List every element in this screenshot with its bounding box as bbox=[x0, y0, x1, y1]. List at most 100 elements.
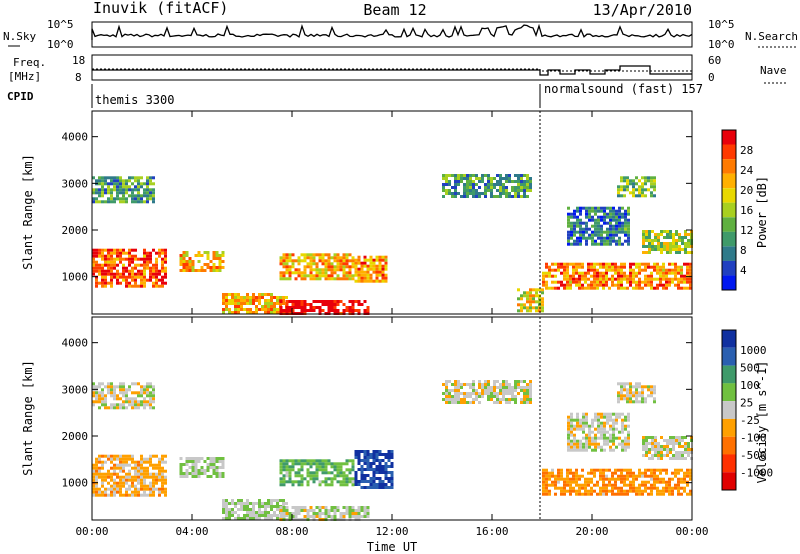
heatmap-cell bbox=[615, 227, 618, 231]
heatmap-cell bbox=[672, 448, 675, 451]
heatmap-cell bbox=[585, 227, 588, 231]
heatmap-cell bbox=[188, 269, 192, 272]
heatmap-cell bbox=[651, 448, 654, 451]
heatmap-cell bbox=[629, 471, 632, 475]
heatmap-cell bbox=[101, 179, 104, 183]
heatmap-cell bbox=[140, 263, 143, 267]
heatmap-cell bbox=[654, 442, 657, 445]
heatmap-cell bbox=[234, 517, 237, 520]
heatmap-cell bbox=[517, 383, 520, 386]
heatmap-cell bbox=[104, 460, 107, 464]
heatmap-cell bbox=[131, 475, 134, 479]
heatmap-cell bbox=[520, 195, 523, 198]
heatmap-cell bbox=[285, 309, 289, 312]
heatmap-cell bbox=[225, 502, 228, 505]
heatmap-cell bbox=[609, 242, 612, 246]
heatmap-cell bbox=[448, 180, 451, 183]
heatmap-cell bbox=[143, 385, 146, 389]
heatmap-cell bbox=[279, 277, 283, 281]
heatmap-cell bbox=[570, 224, 573, 228]
heatmap-cell bbox=[95, 457, 98, 461]
freq-left-tick-bottom: 8 bbox=[75, 71, 82, 84]
heatmap-cell bbox=[372, 486, 376, 489]
heatmap-cell bbox=[445, 386, 448, 389]
heatmap-cell bbox=[644, 194, 647, 198]
heatmap-cell bbox=[110, 257, 113, 261]
heatmap-cell bbox=[469, 383, 472, 386]
heatmap-cell bbox=[297, 300, 301, 303]
heatmap-cell bbox=[264, 305, 267, 308]
heatmap-cell bbox=[654, 233, 657, 236]
heatmap-cell bbox=[567, 242, 570, 246]
heatmap-cell bbox=[354, 515, 358, 518]
heatmap-cell bbox=[669, 448, 672, 451]
heatmap-cell bbox=[675, 451, 678, 454]
heatmap-cell bbox=[300, 459, 304, 463]
heatmap-cell bbox=[363, 486, 367, 489]
heatmap-cell bbox=[623, 397, 626, 401]
heatmap-cell bbox=[200, 457, 204, 460]
heatmap-cell bbox=[318, 268, 322, 272]
heatmap-cell bbox=[478, 401, 481, 404]
heatmap-cell bbox=[621, 439, 624, 443]
heatmap-cell bbox=[638, 271, 641, 275]
heatmap-cell bbox=[122, 457, 125, 461]
heatmap-cell bbox=[445, 380, 448, 383]
heatmap-cell bbox=[342, 268, 346, 272]
heatmap-cell bbox=[665, 489, 668, 493]
heatmap-cell bbox=[134, 194, 137, 198]
heatmap-cell bbox=[116, 254, 119, 258]
heatmap-cell bbox=[567, 236, 570, 240]
heatmap-cell bbox=[608, 277, 611, 281]
heatmap-cell bbox=[237, 299, 240, 302]
heatmap-cell bbox=[95, 281, 98, 285]
heatmap-cell bbox=[113, 454, 116, 458]
heatmap-cell bbox=[215, 460, 219, 463]
heatmap-cell bbox=[122, 179, 125, 183]
heatmap-cell bbox=[621, 412, 624, 416]
heatmap-cell bbox=[529, 386, 532, 389]
heatmap-cell bbox=[605, 277, 608, 281]
heatmap-cell bbox=[563, 492, 566, 496]
heatmap-cell bbox=[620, 477, 623, 481]
heatmap-cell bbox=[315, 468, 319, 472]
heatmap-cell bbox=[231, 311, 234, 314]
heatmap-cell bbox=[206, 475, 210, 478]
heatmap-cell bbox=[321, 480, 325, 484]
heatmap-cell bbox=[237, 302, 240, 305]
heatmap-cell bbox=[603, 439, 606, 443]
heatmap-cell bbox=[460, 392, 463, 395]
heatmap-cell bbox=[384, 273, 388, 277]
heatmap-cell bbox=[113, 385, 116, 389]
heatmap-cell bbox=[448, 401, 451, 404]
heatmap-cell bbox=[206, 263, 210, 266]
heatmap-cell bbox=[572, 489, 575, 493]
heatmap-cell bbox=[354, 450, 358, 453]
heatmap-cell bbox=[647, 179, 650, 183]
heatmap-cell bbox=[252, 311, 255, 314]
heatmap-cell bbox=[185, 266, 189, 269]
heatmap-cell bbox=[585, 439, 588, 443]
heatmap-cell bbox=[487, 392, 490, 395]
heatmap-cell bbox=[300, 274, 304, 278]
heatmap-cell bbox=[623, 483, 626, 487]
heatmap-cell bbox=[567, 206, 570, 210]
heatmap-cell bbox=[137, 487, 140, 491]
heatmap-cell bbox=[642, 230, 645, 233]
heatmap-cell bbox=[357, 468, 361, 471]
heatmap-cell bbox=[635, 474, 638, 478]
heatmap-cell bbox=[683, 280, 686, 284]
heatmap-cell bbox=[575, 277, 578, 281]
heatmap-cell bbox=[683, 262, 686, 266]
heatmap-cell bbox=[517, 297, 520, 301]
y-tick-label: 4000 bbox=[62, 131, 89, 144]
heatmap-cell bbox=[621, 224, 624, 228]
heatmap-cell bbox=[578, 262, 581, 266]
heatmap-cell bbox=[318, 306, 322, 309]
heatmap-cell bbox=[149, 251, 152, 255]
heatmap-cell bbox=[128, 475, 131, 479]
heatmap-cell bbox=[104, 403, 107, 407]
heatmap-cell bbox=[666, 442, 669, 445]
heatmap-cell bbox=[345, 256, 349, 260]
